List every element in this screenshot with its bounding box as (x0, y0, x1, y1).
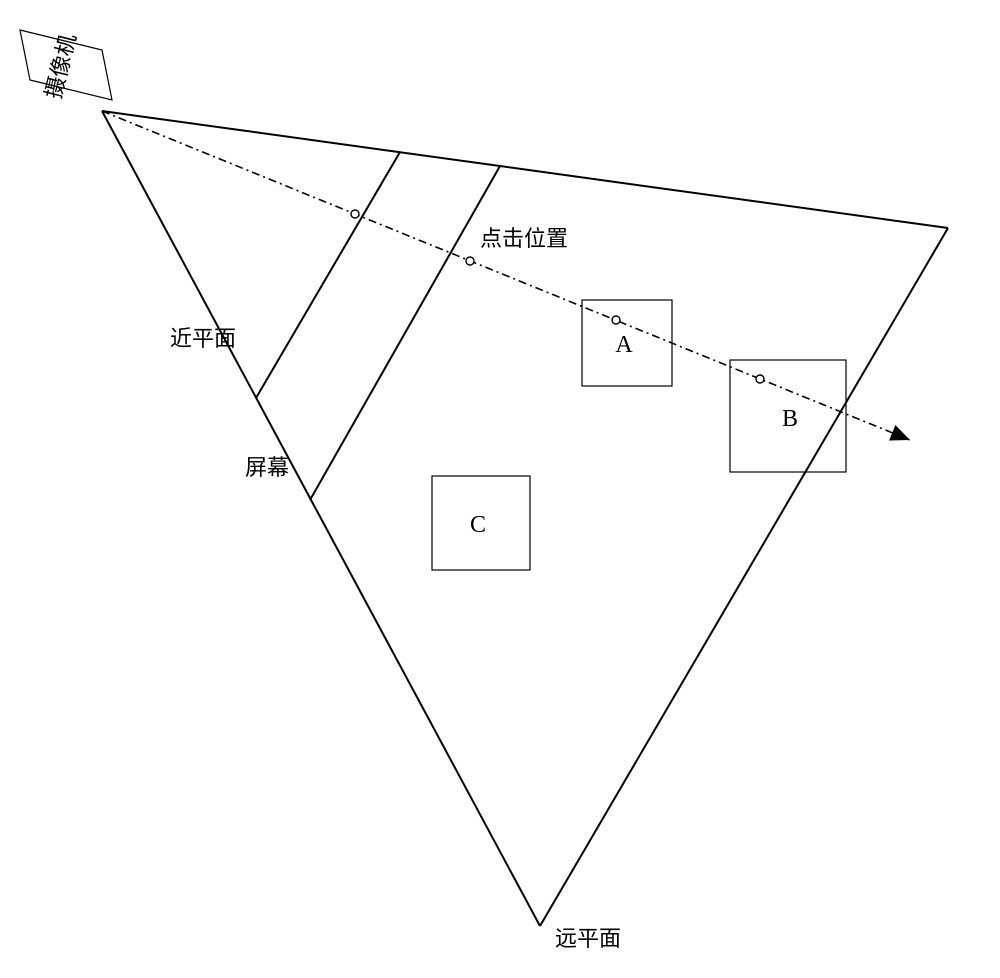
frustum-top-edge (102, 111, 948, 228)
screen-plane-label: 屏幕 (245, 455, 289, 480)
screen-plane-line (310, 166, 500, 500)
near-plane-line (256, 152, 400, 398)
object-label-b: B (782, 406, 798, 432)
ray-hit-point (612, 316, 620, 324)
ray-hit-point (756, 375, 764, 383)
ray-hit-point (466, 257, 474, 265)
raycast-diagram: 摄像机 近平面 屏幕 远平面 点击位置 A B C (0, 0, 1000, 978)
far-plane-line (540, 228, 948, 926)
click-point-label: 点击位置 (480, 226, 568, 251)
object-label-a: A (615, 332, 633, 358)
ray-hit-point (351, 210, 359, 218)
ray-line (102, 111, 910, 440)
near-plane-label: 近平面 (170, 326, 236, 351)
far-plane-label: 远平面 (555, 926, 621, 951)
object-label-c: C (470, 512, 486, 538)
